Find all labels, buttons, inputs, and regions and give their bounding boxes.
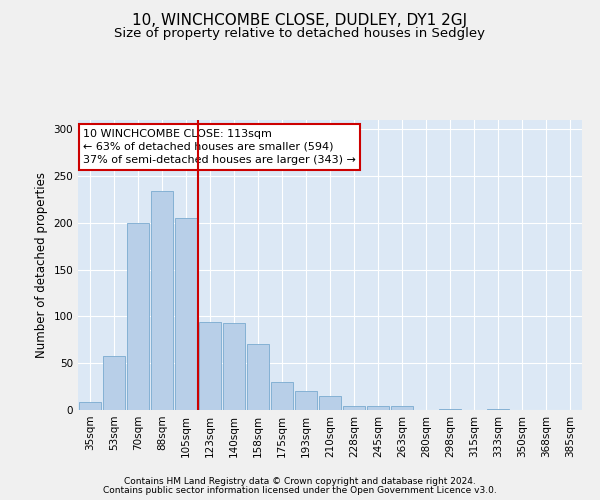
Bar	[247, 344, 269, 410]
Bar	[343, 406, 365, 410]
Bar	[223, 323, 245, 410]
Text: Contains public sector information licensed under the Open Government Licence v3: Contains public sector information licen…	[103, 486, 497, 495]
Bar	[79, 402, 101, 410]
Text: 10, WINCHCOMBE CLOSE, DUDLEY, DY1 2GJ: 10, WINCHCOMBE CLOSE, DUDLEY, DY1 2GJ	[133, 12, 467, 28]
Bar	[175, 218, 197, 410]
Bar	[439, 409, 461, 410]
Bar	[367, 406, 389, 410]
Bar	[127, 223, 149, 410]
Text: 10 WINCHCOMBE CLOSE: 113sqm
← 63% of detached houses are smaller (594)
37% of se: 10 WINCHCOMBE CLOSE: 113sqm ← 63% of det…	[83, 128, 356, 165]
Bar	[391, 406, 413, 410]
Text: Contains HM Land Registry data © Crown copyright and database right 2024.: Contains HM Land Registry data © Crown c…	[124, 477, 476, 486]
Bar	[295, 392, 317, 410]
Text: Size of property relative to detached houses in Sedgley: Size of property relative to detached ho…	[115, 28, 485, 40]
Bar	[151, 191, 173, 410]
Bar	[199, 322, 221, 410]
Bar	[319, 396, 341, 410]
Bar	[271, 382, 293, 410]
Bar	[487, 409, 509, 410]
Y-axis label: Number of detached properties: Number of detached properties	[35, 172, 48, 358]
Bar	[103, 356, 125, 410]
